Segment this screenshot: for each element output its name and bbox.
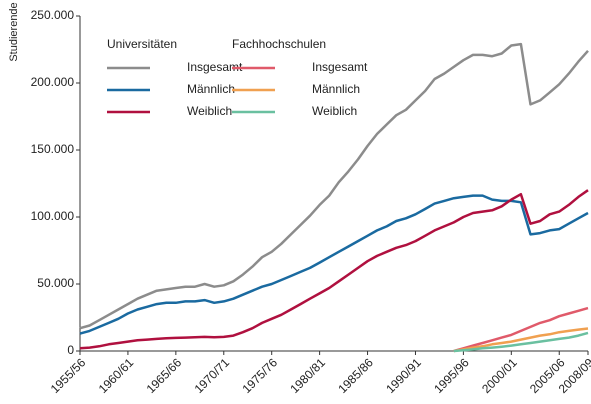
y-tick-label: 0	[67, 343, 74, 357]
series-line	[453, 306, 589, 353]
x-tick-label: 1960/61	[96, 355, 137, 396]
series-line	[453, 327, 589, 353]
legend-label: Männlich	[312, 82, 360, 96]
legend-label: Weiblich	[187, 104, 232, 118]
series-line	[79, 189, 589, 350]
y-axis-label: Studierende	[8, 2, 20, 61]
legend-label: Weiblich	[312, 104, 357, 118]
x-tick-label: 1985/86	[335, 355, 376, 396]
y-tick-label: 50.000	[37, 276, 74, 290]
x-tick-label: 2000/01	[479, 355, 520, 396]
y-tick-label: 200.000	[31, 75, 75, 89]
legend-label: Männlich	[187, 82, 235, 96]
y-tick-label: 150.000	[31, 142, 75, 156]
x-tick-label: 1955/56	[48, 355, 89, 396]
legend-label: Insgesamt	[187, 60, 243, 74]
x-tick-label: 1970/71	[192, 355, 233, 396]
x-tick-label: 1965/66	[144, 355, 185, 396]
series-line	[453, 331, 589, 353]
series-line	[79, 42, 589, 330]
x-tick-label: 1975/76	[239, 355, 280, 396]
x-tick-label: 1995/96	[431, 355, 472, 396]
series-line	[79, 194, 589, 335]
x-tick-label: 1990/91	[383, 355, 424, 396]
legend-group-title: Fachhochschulen	[232, 37, 326, 51]
y-tick-label: 100.000	[31, 209, 75, 223]
x-tick-label: 1980/81	[287, 355, 328, 396]
legend-group-title: Universitäten	[107, 37, 177, 51]
legend-label: Insgesamt	[312, 60, 368, 74]
y-tick-label: 250.000	[31, 8, 75, 22]
